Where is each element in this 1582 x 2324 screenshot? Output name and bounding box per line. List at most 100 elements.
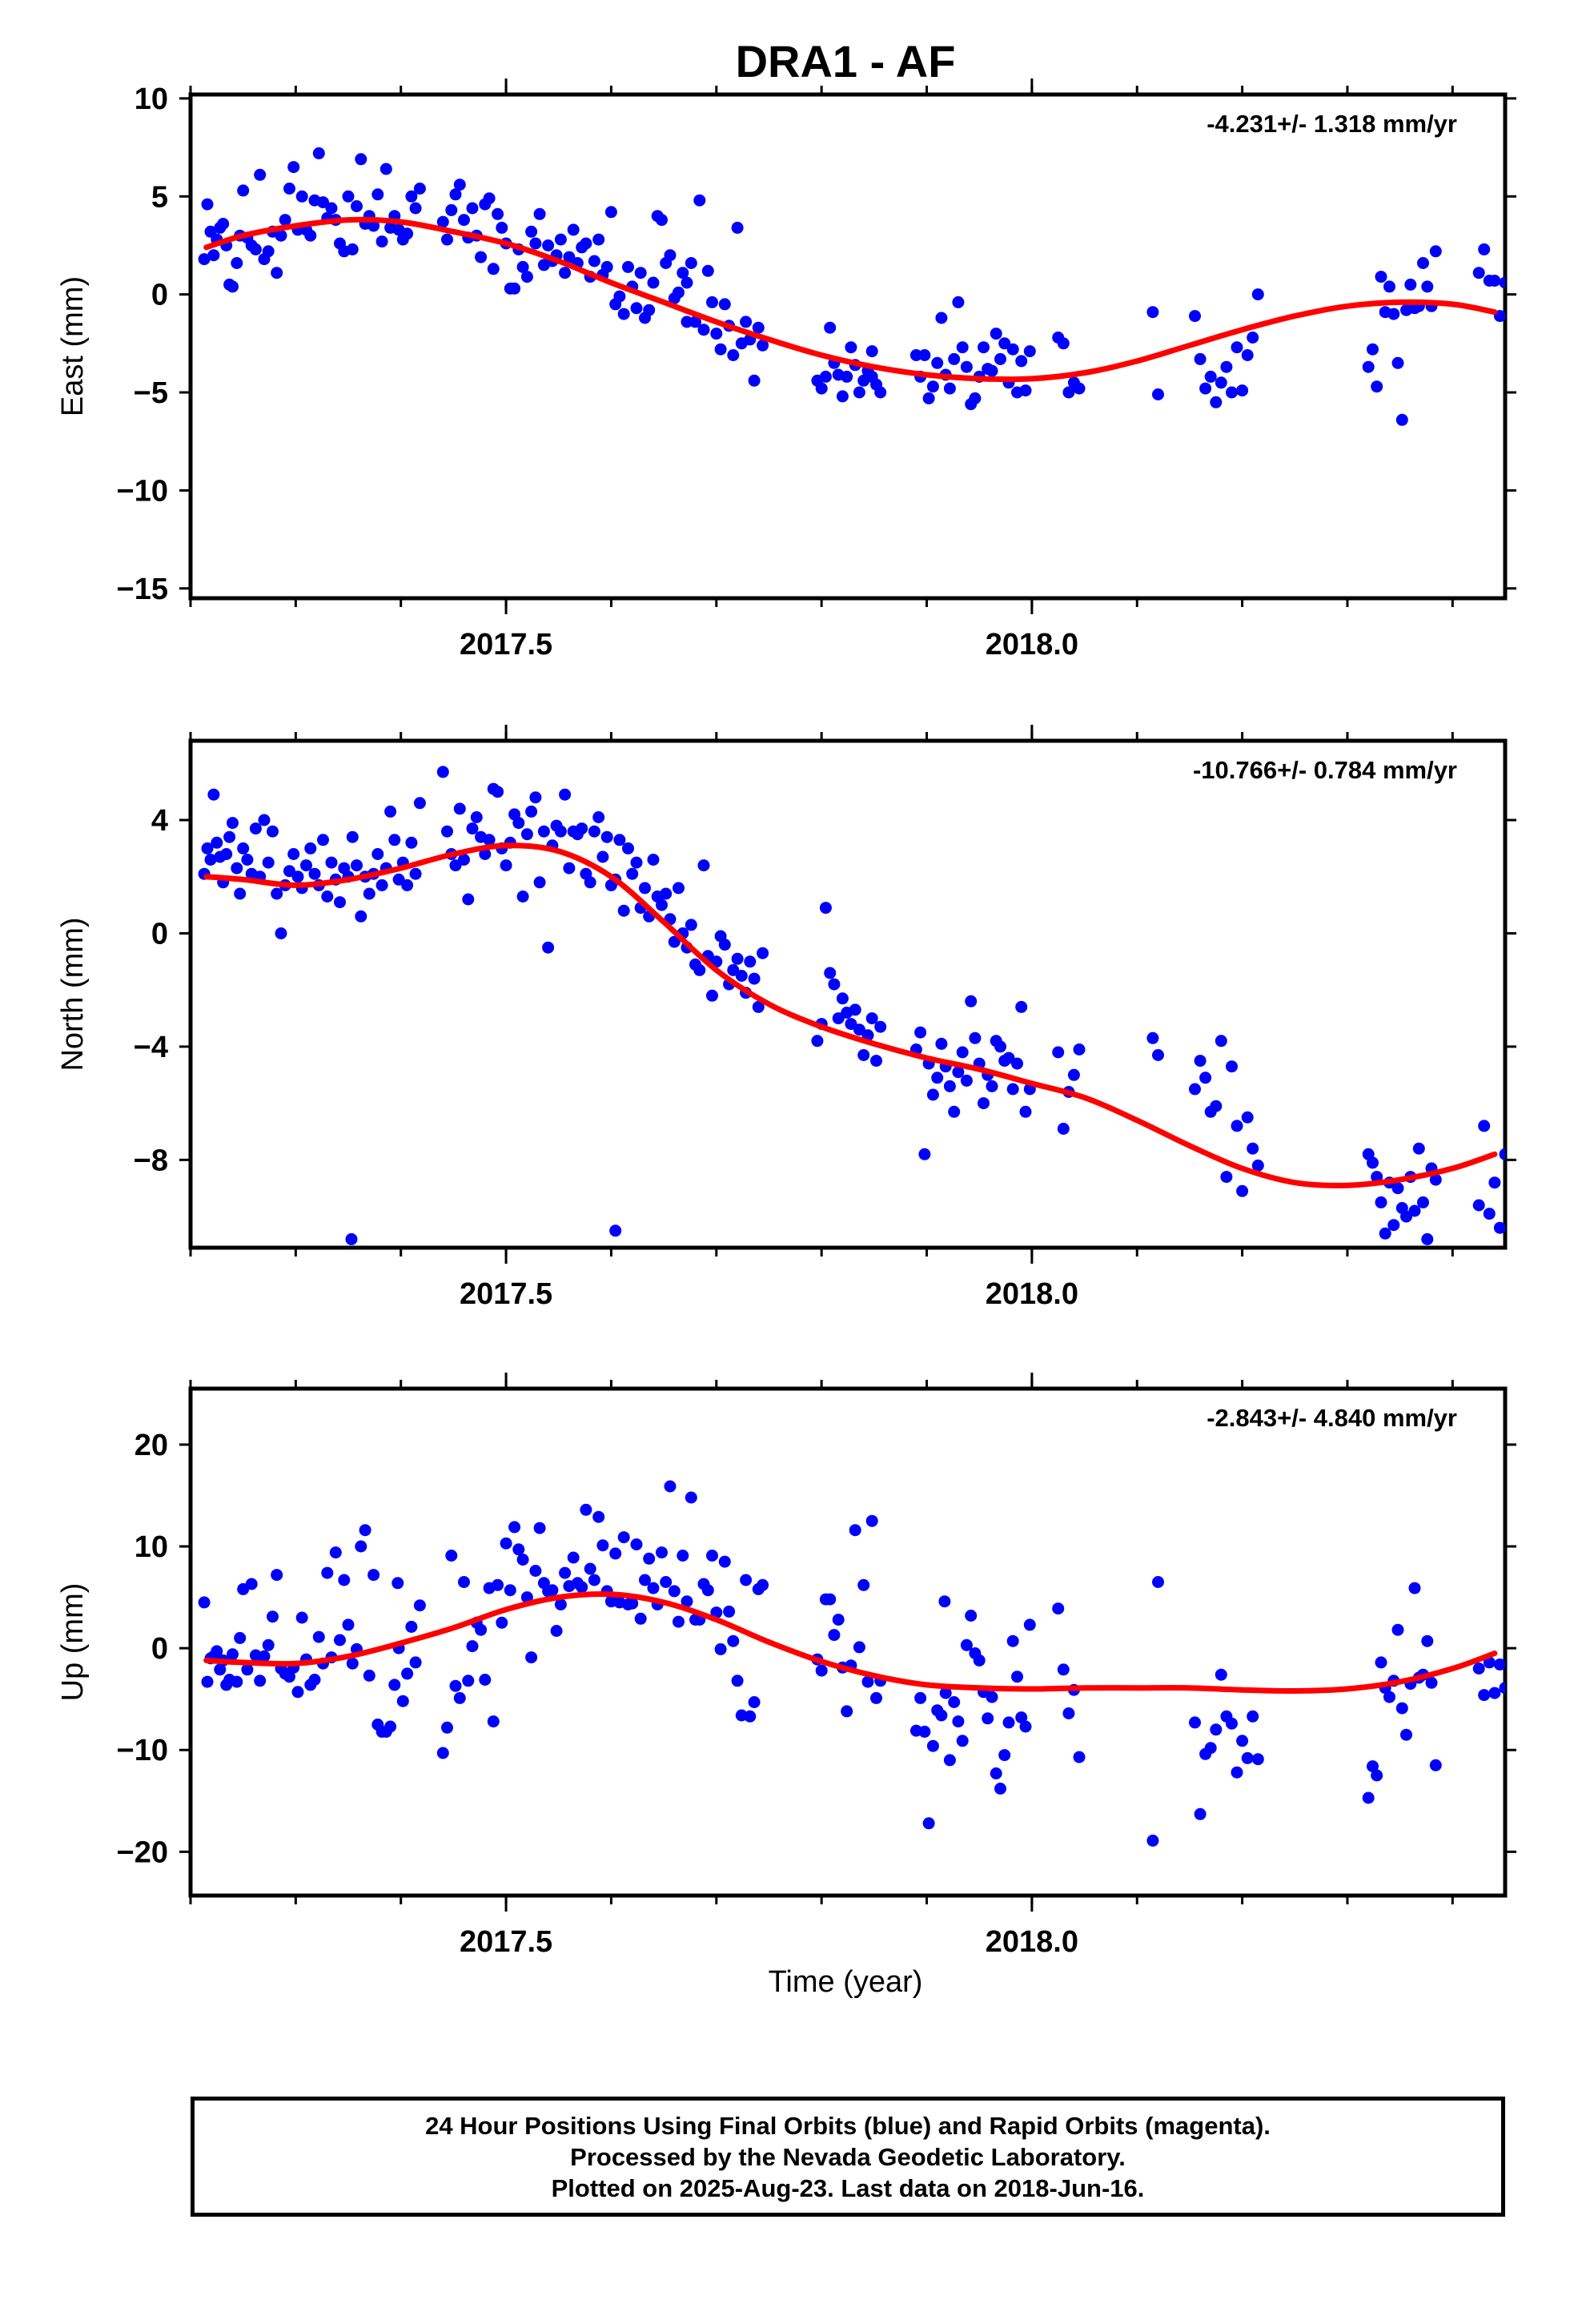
data-point xyxy=(453,179,466,191)
data-point xyxy=(706,296,718,308)
data-point xyxy=(291,1686,304,1699)
data-point xyxy=(986,1080,998,1092)
data-point xyxy=(718,939,731,951)
data-point xyxy=(701,264,714,277)
data-point xyxy=(727,963,740,976)
rate-label: -10.766+/- 0.784 mm/yr xyxy=(1193,756,1457,784)
data-point xyxy=(874,386,887,399)
x-tick-label: 2017.5 xyxy=(460,628,552,661)
data-point xyxy=(956,1046,969,1059)
data-point xyxy=(857,1578,870,1591)
data-point xyxy=(355,153,367,166)
data-point xyxy=(1194,1055,1207,1068)
data-point xyxy=(668,935,681,948)
data-point xyxy=(1019,384,1032,397)
data-point xyxy=(367,1569,380,1582)
data-point xyxy=(1073,1751,1086,1763)
data-point xyxy=(388,834,401,846)
data-point xyxy=(1152,1576,1164,1588)
data-point xyxy=(853,386,865,399)
data-point xyxy=(1220,1171,1233,1184)
data-point xyxy=(458,214,470,227)
data-point xyxy=(685,1491,697,1504)
data-point xyxy=(986,1691,998,1703)
data-point xyxy=(567,223,580,236)
data-point xyxy=(986,364,998,377)
data-point xyxy=(258,1650,271,1663)
data-point xyxy=(321,891,334,903)
data-point xyxy=(1400,1728,1412,1741)
data-point xyxy=(401,227,414,240)
data-point xyxy=(525,225,538,238)
panel-east: 2017.5 2018.0 10 5 0 −5 −10 −15 East (mm) -4.231+… xyxy=(56,78,1516,661)
data-point xyxy=(371,188,384,201)
data-point xyxy=(449,859,462,872)
data-point xyxy=(811,1035,824,1047)
data-point xyxy=(258,814,271,826)
data-point xyxy=(262,1638,275,1651)
data-point xyxy=(592,1510,605,1523)
data-point xyxy=(559,267,572,279)
data-point xyxy=(874,1020,887,1033)
data-point xyxy=(1019,1105,1032,1118)
data-point xyxy=(914,1026,927,1039)
data-point xyxy=(546,1584,559,1597)
data-point xyxy=(693,194,706,207)
data-point xyxy=(870,1055,882,1068)
data-point xyxy=(409,202,422,215)
data-point xyxy=(300,859,312,872)
data-point xyxy=(211,836,223,849)
data-point xyxy=(245,1578,258,1590)
data-point xyxy=(1478,1120,1491,1132)
data-layer xyxy=(198,147,1505,426)
data-point xyxy=(584,1562,596,1575)
data-point xyxy=(550,1625,563,1637)
data-point xyxy=(939,1687,952,1699)
data-point xyxy=(449,188,462,201)
data-point xyxy=(943,1080,956,1092)
data-point xyxy=(948,1696,961,1708)
y-tick-label: −10 xyxy=(117,474,168,508)
data-point xyxy=(609,1224,622,1237)
data-point xyxy=(1006,343,1019,356)
data-point xyxy=(334,896,346,909)
data-point xyxy=(275,927,287,939)
data-point xyxy=(1052,1046,1065,1059)
data-point xyxy=(201,842,214,854)
data-point xyxy=(1189,1716,1201,1729)
data-point xyxy=(588,1574,600,1586)
data-point xyxy=(660,887,673,900)
data-point xyxy=(727,349,740,361)
data-point xyxy=(262,856,275,869)
data-point xyxy=(1371,380,1383,393)
data-point xyxy=(227,1648,239,1661)
data-point xyxy=(1391,356,1404,369)
data-point xyxy=(576,822,588,835)
data-point xyxy=(1057,1123,1070,1135)
data-point xyxy=(492,207,504,220)
data-point xyxy=(918,349,931,361)
data-point xyxy=(681,316,693,328)
data-point xyxy=(1391,1182,1404,1195)
data-point xyxy=(1002,1716,1015,1729)
data-point xyxy=(1226,1060,1238,1073)
data-point xyxy=(1204,1742,1217,1755)
data-point xyxy=(1011,1671,1023,1683)
data-point xyxy=(308,1674,321,1686)
data-point xyxy=(453,802,466,815)
data-point xyxy=(500,1537,512,1550)
data-point xyxy=(223,830,236,843)
data-point xyxy=(271,1569,283,1582)
data-point xyxy=(1146,1834,1159,1847)
data-point xyxy=(287,161,300,174)
data-point xyxy=(1247,1142,1259,1155)
data-point xyxy=(744,1710,757,1723)
data-point xyxy=(956,1735,969,1747)
data-point xyxy=(576,1581,588,1594)
data-point xyxy=(926,1739,939,1752)
data-point xyxy=(1236,1735,1249,1747)
data-point xyxy=(227,817,239,830)
data-point xyxy=(819,370,832,383)
data-point xyxy=(217,218,230,230)
data-point xyxy=(375,879,388,891)
